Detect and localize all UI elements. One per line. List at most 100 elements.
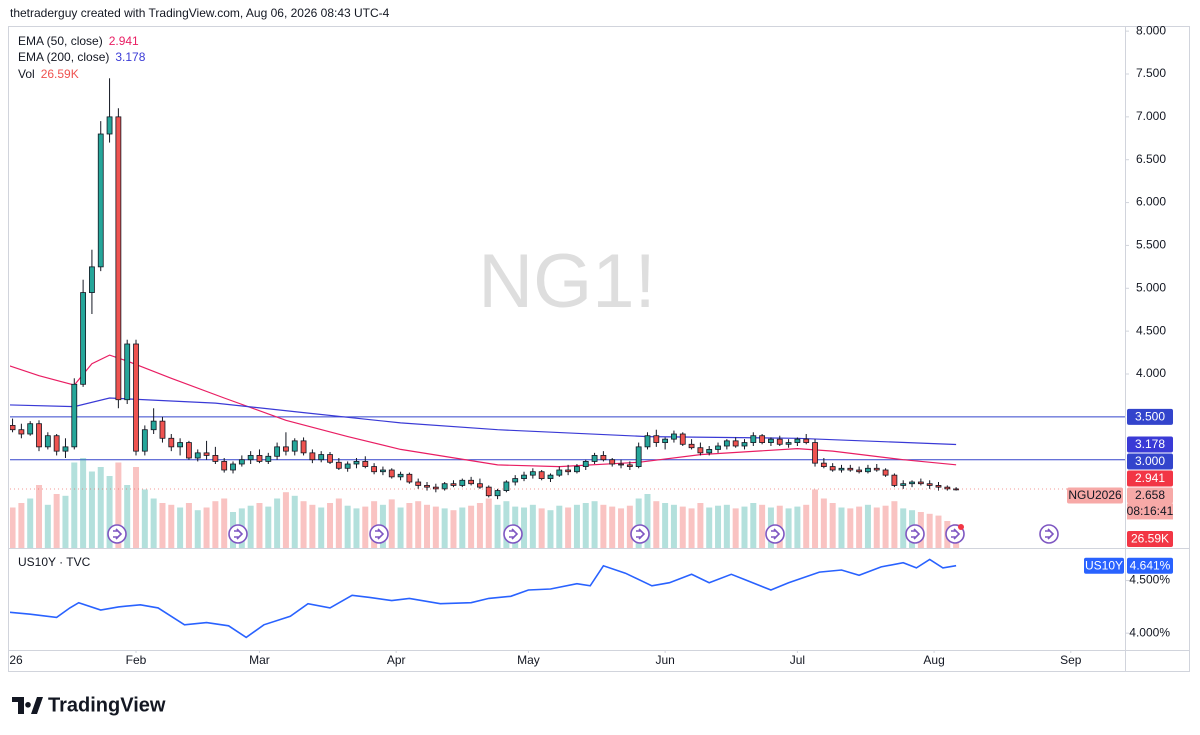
volume-bar xyxy=(741,506,748,548)
volume-bar xyxy=(115,462,122,548)
volume-bar xyxy=(829,503,836,548)
x-tick-label: 26 xyxy=(9,653,23,667)
price-tag-bg xyxy=(1127,487,1173,504)
candle-body xyxy=(935,485,942,488)
candle-body xyxy=(512,478,519,483)
volume-bar xyxy=(274,498,281,548)
volume-bar xyxy=(177,507,184,548)
candle-body xyxy=(380,469,386,473)
candle-body xyxy=(18,429,25,435)
volume-bar xyxy=(203,507,210,548)
volume-bar xyxy=(803,504,810,548)
volume-bar xyxy=(318,507,325,548)
volume-bar xyxy=(529,504,536,548)
event-icon[interactable] xyxy=(1039,524,1059,544)
candle-body xyxy=(150,420,157,431)
candle-body xyxy=(344,463,351,469)
volume-bar xyxy=(900,508,907,548)
candle-body xyxy=(785,442,792,445)
candle-body xyxy=(865,467,871,473)
volume-bar xyxy=(80,458,87,548)
candle-body xyxy=(71,383,78,448)
volume-bar xyxy=(644,494,651,548)
volume-bar xyxy=(194,510,201,548)
volume-bar xyxy=(97,467,104,548)
event-icon[interactable] xyxy=(905,524,925,544)
candle-body xyxy=(477,483,483,488)
volume-bar xyxy=(538,508,545,548)
price-tag-bg xyxy=(1127,408,1173,425)
candle-body xyxy=(353,461,360,465)
price-tag: 3.178 xyxy=(1135,437,1165,451)
candle-body xyxy=(406,473,413,483)
candle-body xyxy=(203,452,210,456)
volume-bar xyxy=(53,494,60,548)
candle-body xyxy=(591,455,598,462)
volume-bar xyxy=(494,504,501,548)
candle-body xyxy=(609,459,616,465)
volume-bar xyxy=(18,503,25,548)
volume-bar xyxy=(573,504,580,548)
x-tick-label: Aug xyxy=(923,653,944,667)
volume-bar xyxy=(27,498,34,548)
event-icon[interactable] xyxy=(369,524,389,544)
candle-body xyxy=(133,343,139,452)
y-tick-label: 7.500 xyxy=(1136,66,1166,80)
candle-body xyxy=(238,459,245,465)
legend-entry: EMA (200, close) 3.178 xyxy=(18,50,146,64)
x-tick-label: Jun xyxy=(655,653,674,667)
volume-bar xyxy=(476,503,483,548)
header: thetraderguy created with TradingView.co… xyxy=(10,6,390,20)
us10y-line xyxy=(10,558,957,639)
price-tag: 2.941 xyxy=(1135,471,1165,485)
volume-bar xyxy=(300,501,307,548)
candle-body xyxy=(485,486,492,497)
volume-bar xyxy=(891,501,898,548)
volume-bar xyxy=(926,513,933,548)
volume-bar xyxy=(882,505,889,548)
candle-body xyxy=(168,437,175,448)
us10y-title: US10Y · TVC xyxy=(18,555,91,569)
x-tick-label: Mar xyxy=(249,653,270,667)
event-icon[interactable] xyxy=(630,524,650,544)
event-icon[interactable] xyxy=(228,524,248,544)
candle-body xyxy=(662,438,669,443)
volume-bar xyxy=(141,489,148,548)
price-tag-bg xyxy=(1127,453,1173,470)
candle-body xyxy=(247,455,254,461)
volume-bar xyxy=(10,507,16,548)
candle-body xyxy=(759,435,766,443)
candle-body xyxy=(177,442,184,448)
candle-body xyxy=(265,455,272,462)
volume-bar xyxy=(309,504,316,548)
candle-body xyxy=(556,469,563,476)
legend-value: 2.941 xyxy=(109,34,139,48)
candle-body xyxy=(882,469,889,476)
candle-body xyxy=(856,469,863,473)
volume-bar xyxy=(221,498,228,548)
event-icon[interactable] xyxy=(107,524,127,544)
watermark: NG1! xyxy=(478,239,655,324)
volume-bar xyxy=(670,504,677,548)
volume-bar xyxy=(935,515,942,548)
volume-bar xyxy=(168,504,175,548)
volume-bar xyxy=(697,503,704,548)
volume-bar xyxy=(44,504,51,548)
volume-bar xyxy=(62,495,69,548)
price-tag: 3.500 xyxy=(1135,410,1165,424)
event-icon[interactable] xyxy=(765,524,785,544)
candle-body xyxy=(230,463,236,471)
logo: TradingView xyxy=(12,694,166,716)
candle-body xyxy=(697,447,704,454)
event-icon[interactable] xyxy=(503,524,523,544)
volume-bar xyxy=(133,467,140,548)
volume-bar xyxy=(485,498,492,548)
volume-bar xyxy=(371,501,378,548)
candle-body xyxy=(829,466,836,471)
candle-body xyxy=(212,455,219,462)
candle-body xyxy=(115,116,122,401)
candle-body xyxy=(221,461,228,471)
candle-body xyxy=(53,435,60,452)
volume-bar xyxy=(847,508,854,548)
candle-body xyxy=(283,446,289,452)
